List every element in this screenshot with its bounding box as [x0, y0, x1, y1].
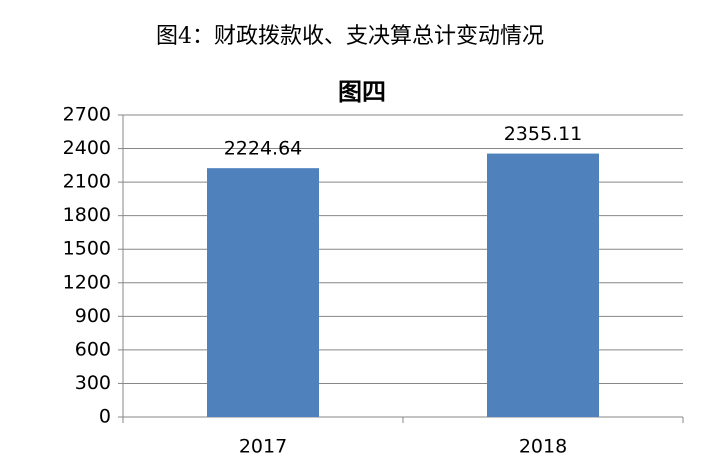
bar [207, 168, 319, 417]
y-tick-label: 2100 [63, 171, 111, 193]
data-label: 2355.11 [504, 123, 583, 145]
bar [487, 153, 599, 417]
y-tick-label: 1500 [63, 238, 111, 260]
data-label: 2224.64 [224, 138, 303, 160]
chart-caption: 图4：财政拨款收、支决算总计变动情况 [156, 24, 544, 49]
x-tick-label: 2017 [239, 436, 287, 458]
y-tick-label: 0 [99, 406, 111, 428]
y-tick-label: 1800 [63, 204, 111, 226]
chart-title: 图四 [338, 78, 386, 106]
y-tick-label: 600 [75, 338, 111, 360]
y-tick-label: 2700 [63, 104, 111, 126]
x-tick-label: 2018 [519, 436, 567, 458]
y-tick-label: 300 [75, 372, 111, 394]
y-tick-label: 900 [75, 305, 111, 327]
y-tick-label: 1200 [63, 271, 111, 293]
y-tick-label: 2400 [63, 137, 111, 159]
